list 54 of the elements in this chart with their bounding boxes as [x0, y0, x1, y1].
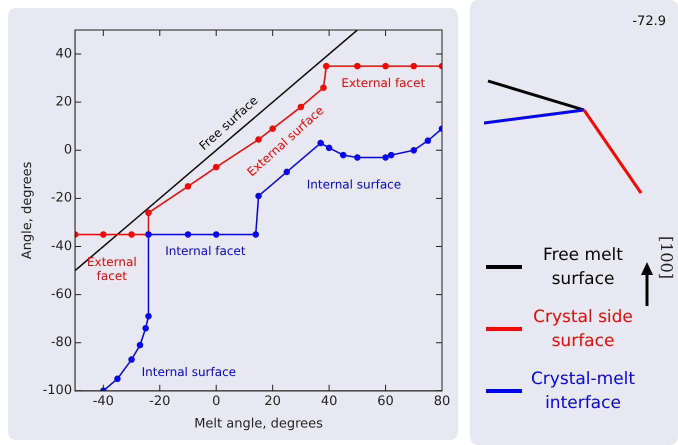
- point: [184, 183, 192, 190]
- y-axis-title: Angle, degrees: [20, 161, 36, 260]
- point: [382, 154, 389, 161]
- y-tick-label: -20: [50, 190, 72, 206]
- annotation: Internal surface: [306, 177, 402, 192]
- legend-label: Free melt surface: [542, 244, 624, 291]
- point: [269, 125, 276, 132]
- point: [340, 152, 346, 158]
- y-tick-label: 0: [64, 142, 72, 158]
- point: [354, 154, 361, 161]
- x-tick-label: 60: [377, 394, 394, 409]
- point: [388, 152, 394, 158]
- point: [320, 84, 327, 91]
- annotation: External facet: [341, 76, 426, 90]
- text: -72.9: [632, 14, 666, 29]
- point: [212, 231, 220, 238]
- point: [252, 231, 259, 238]
- x-axis-title: Melt angle, degrees: [194, 416, 324, 432]
- point: [114, 376, 121, 382]
- point: [410, 147, 418, 154]
- x-tick-label: 20: [264, 394, 281, 409]
- point: [142, 325, 149, 332]
- point: [145, 312, 152, 320]
- annotation: Internal surface: [142, 364, 236, 379]
- point: [184, 231, 192, 238]
- y-tick-label: 20: [56, 94, 72, 110]
- x-tick-label: 0: [212, 394, 220, 409]
- point: [255, 192, 262, 200]
- point: [212, 164, 220, 170]
- point: [382, 62, 389, 70]
- y-tick-label: -60: [50, 286, 72, 302]
- x-tick-label: 40: [320, 394, 338, 409]
- point: [145, 210, 152, 216]
- point: [323, 62, 330, 70]
- x-tick-label: -20: [149, 394, 170, 409]
- x-tick-label: -40: [92, 394, 114, 409]
- point: [136, 342, 144, 348]
- text: [100]: [657, 236, 676, 280]
- legend-label: Crystal-melt interface: [530, 368, 636, 415]
- y-tick-label: -80: [50, 335, 72, 350]
- y-tick-label: 40: [56, 46, 72, 62]
- legend-label: Crystal side surface: [532, 306, 634, 353]
- x-tick-label: 80: [434, 394, 450, 409]
- y-tick-label: -40: [50, 238, 72, 254]
- annotation: External facet: [86, 255, 137, 284]
- y-tick-label: -100: [42, 383, 72, 398]
- point: [128, 231, 135, 238]
- point: [410, 62, 418, 70]
- point: [424, 137, 432, 144]
- point: [128, 356, 135, 363]
- point: [354, 62, 361, 70]
- annotation: Internal facet: [165, 244, 246, 258]
- point: [326, 144, 332, 152]
- point: [100, 231, 107, 238]
